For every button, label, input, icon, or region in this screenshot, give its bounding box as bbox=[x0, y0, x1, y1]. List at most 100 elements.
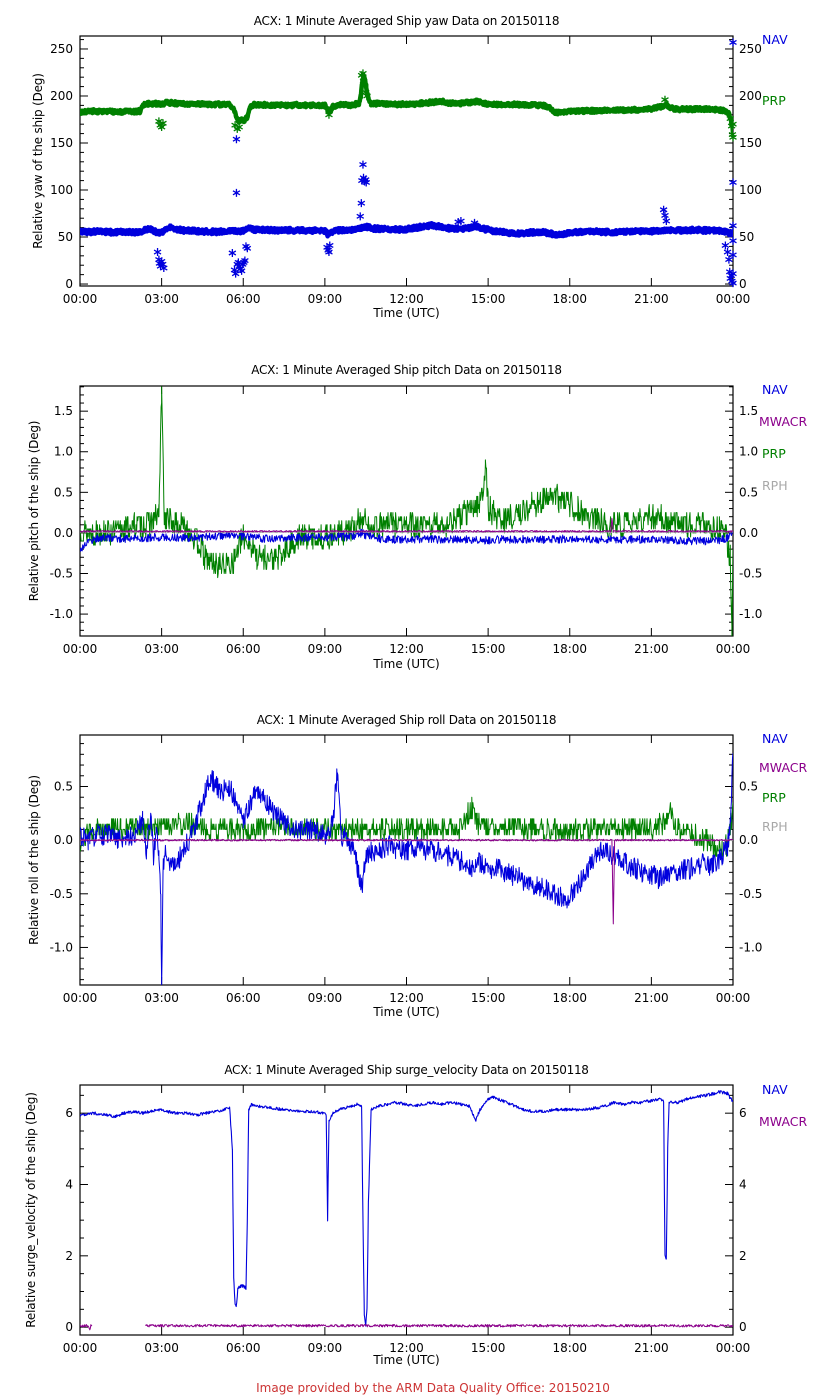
svg-text:-1.0: -1.0 bbox=[739, 607, 762, 621]
svg-text:12:00: 12:00 bbox=[389, 991, 424, 1005]
svg-text:03:00: 03:00 bbox=[144, 1341, 179, 1355]
svg-text:00:00: 00:00 bbox=[716, 292, 751, 306]
svg-text:21:00: 21:00 bbox=[634, 642, 669, 656]
svg-text:00:00: 00:00 bbox=[63, 642, 98, 656]
svg-text:0: 0 bbox=[739, 1320, 747, 1334]
plot-yaw-xlabel: Time (UTC) bbox=[373, 306, 440, 320]
svg-text:21:00: 21:00 bbox=[634, 991, 669, 1005]
svg-text:0.5: 0.5 bbox=[739, 780, 758, 794]
svg-text:-0.5: -0.5 bbox=[50, 567, 73, 581]
legend-label-rph-roll: RPH bbox=[762, 819, 788, 834]
svg-text:06:00: 06:00 bbox=[226, 1341, 261, 1355]
svg-text:50: 50 bbox=[58, 230, 73, 244]
legend-label-prp-yaw: PRP bbox=[762, 93, 786, 108]
svg-text:12:00: 12:00 bbox=[389, 292, 424, 306]
svg-text:18:00: 18:00 bbox=[552, 292, 587, 306]
svg-text:250: 250 bbox=[50, 42, 73, 56]
svg-text:-0.5: -0.5 bbox=[50, 887, 73, 901]
svg-text:18:00: 18:00 bbox=[552, 991, 587, 1005]
footer-credit: Image provided by the ARM Data Quality O… bbox=[256, 1381, 610, 1395]
legend-label-nav-surge: NAV bbox=[762, 1082, 788, 1097]
svg-text:100: 100 bbox=[739, 183, 762, 197]
plot-pitch-title: ACX: 1 Minute Averaged Ship pitch Data o… bbox=[251, 363, 562, 377]
svg-text:200: 200 bbox=[50, 89, 73, 103]
plot-roll-ylabel: Relative roll of the ship (Deg) bbox=[27, 775, 41, 945]
svg-text:09:00: 09:00 bbox=[308, 1341, 343, 1355]
svg-text:0.0: 0.0 bbox=[54, 833, 73, 847]
svg-text:0.5: 0.5 bbox=[54, 780, 73, 794]
svg-text:0.0: 0.0 bbox=[739, 526, 758, 540]
plot-surge-xlabel: Time (UTC) bbox=[373, 1353, 440, 1367]
legend-label-mwacr-roll: MWACR bbox=[759, 760, 808, 775]
svg-text:18:00: 18:00 bbox=[552, 642, 587, 656]
svg-text:6: 6 bbox=[739, 1106, 747, 1120]
svg-text:-1.0: -1.0 bbox=[50, 940, 73, 954]
svg-text:09:00: 09:00 bbox=[308, 292, 343, 306]
svg-text:-1.0: -1.0 bbox=[50, 607, 73, 621]
svg-text:15:00: 15:00 bbox=[471, 991, 506, 1005]
svg-text:0.0: 0.0 bbox=[739, 833, 758, 847]
svg-text:100: 100 bbox=[50, 183, 73, 197]
legend-label-nav-yaw: NAV bbox=[762, 32, 788, 47]
svg-text:12:00: 12:00 bbox=[389, 1341, 424, 1355]
svg-text:0: 0 bbox=[739, 277, 747, 291]
svg-text:150: 150 bbox=[739, 136, 762, 150]
svg-text:03:00: 03:00 bbox=[144, 292, 179, 306]
plot-yaw-title: ACX: 1 Minute Averaged Ship yaw Data on … bbox=[253, 14, 560, 28]
svg-text:1.0: 1.0 bbox=[54, 445, 73, 459]
svg-text:2: 2 bbox=[65, 1249, 73, 1263]
svg-text:6: 6 bbox=[65, 1106, 73, 1120]
legend-label-mwacr-pitch: MWACR bbox=[759, 414, 808, 429]
svg-text:00:00: 00:00 bbox=[63, 991, 98, 1005]
svg-text:00:00: 00:00 bbox=[63, 1341, 98, 1355]
legend-label-nav-roll: NAV bbox=[762, 731, 788, 746]
svg-text:21:00: 21:00 bbox=[634, 292, 669, 306]
plot-yaw-ylabel: Relative yaw of the ship (Deg) bbox=[31, 73, 45, 249]
legend-label-rph-pitch: RPH bbox=[762, 478, 788, 493]
svg-text:0.0: 0.0 bbox=[54, 526, 73, 540]
svg-text:0.5: 0.5 bbox=[739, 485, 758, 499]
svg-text:06:00: 06:00 bbox=[226, 991, 261, 1005]
svg-text:12:00: 12:00 bbox=[389, 642, 424, 656]
svg-text:09:00: 09:00 bbox=[308, 642, 343, 656]
svg-text:00:00: 00:00 bbox=[716, 1341, 751, 1355]
svg-text:15:00: 15:00 bbox=[471, 292, 506, 306]
plot-roll-xlabel: Time (UTC) bbox=[373, 1005, 440, 1019]
plot-pitch-ylabel: Relative pitch of the ship (Deg) bbox=[27, 420, 41, 602]
legend-label-mwacr-surge: MWACR bbox=[759, 1114, 808, 1129]
plot-surge-title: ACX: 1 Minute Averaged Ship surge_veloci… bbox=[224, 1063, 589, 1077]
plot-pitch-xlabel: Time (UTC) bbox=[373, 657, 440, 671]
svg-text:0: 0 bbox=[65, 277, 73, 291]
svg-text:150: 150 bbox=[50, 136, 73, 150]
plot-surge-ylabel: Relative surge_velocity of the ship (Deg… bbox=[24, 1092, 38, 1328]
svg-text:2: 2 bbox=[739, 1249, 747, 1263]
legend-label-nav-pitch: NAV bbox=[762, 382, 788, 397]
svg-text:18:00: 18:00 bbox=[552, 1341, 587, 1355]
legend-label-prp-pitch: PRP bbox=[762, 446, 786, 461]
svg-text:-0.5: -0.5 bbox=[739, 887, 762, 901]
svg-text:09:00: 09:00 bbox=[308, 991, 343, 1005]
svg-text:50: 50 bbox=[739, 230, 754, 244]
svg-text:15:00: 15:00 bbox=[471, 642, 506, 656]
legend-label-prp-roll: PRP bbox=[762, 790, 786, 805]
svg-text:-1.0: -1.0 bbox=[739, 940, 762, 954]
svg-text:-0.5: -0.5 bbox=[739, 567, 762, 581]
svg-text:4: 4 bbox=[65, 1178, 73, 1192]
plot-roll-title: ACX: 1 Minute Averaged Ship roll Data on… bbox=[256, 713, 557, 727]
svg-text:250: 250 bbox=[739, 42, 762, 56]
svg-text:0: 0 bbox=[65, 1320, 73, 1334]
svg-text:00:00: 00:00 bbox=[63, 292, 98, 306]
svg-text:1.0: 1.0 bbox=[739, 445, 758, 459]
svg-text:06:00: 06:00 bbox=[226, 292, 261, 306]
svg-text:1.5: 1.5 bbox=[54, 404, 73, 418]
svg-text:15:00: 15:00 bbox=[471, 1341, 506, 1355]
svg-text:00:00: 00:00 bbox=[716, 642, 751, 656]
svg-text:21:00: 21:00 bbox=[634, 1341, 669, 1355]
svg-text:200: 200 bbox=[739, 89, 762, 103]
svg-text:1.5: 1.5 bbox=[739, 404, 758, 418]
svg-text:03:00: 03:00 bbox=[144, 991, 179, 1005]
svg-text:00:00: 00:00 bbox=[716, 991, 751, 1005]
svg-text:03:00: 03:00 bbox=[144, 642, 179, 656]
svg-text:06:00: 06:00 bbox=[226, 642, 261, 656]
